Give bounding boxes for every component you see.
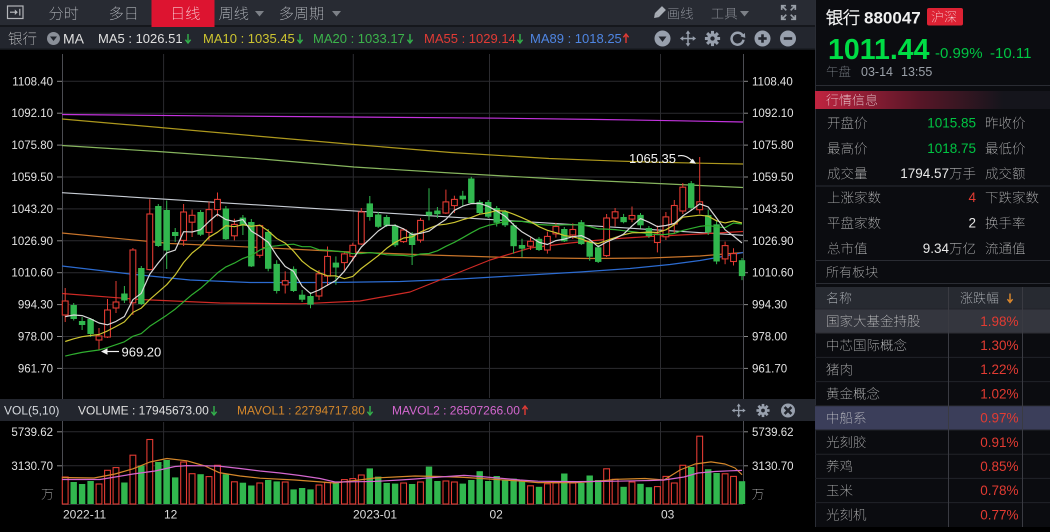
svg-text:880047: 880047 xyxy=(864,8,921,27)
svg-text:-10.11: -10.11 xyxy=(990,45,1031,62)
svg-text:MA: MA xyxy=(63,30,85,46)
svg-text:1059.50: 1059.50 xyxy=(752,172,794,184)
svg-text:1.30%: 1.30% xyxy=(980,338,1018,353)
svg-text:1010.60: 1010.60 xyxy=(11,268,53,280)
svg-text:1065.35: 1065.35 xyxy=(629,151,676,166)
svg-text:961.70: 961.70 xyxy=(18,363,53,375)
svg-text:13:55: 13:55 xyxy=(901,65,932,79)
svg-text:1075.80: 1075.80 xyxy=(752,140,794,152)
svg-text:1075.80: 1075.80 xyxy=(11,140,53,152)
svg-text:1108.40: 1108.40 xyxy=(752,76,793,88)
svg-text:2022-11: 2022-11 xyxy=(63,508,106,522)
svg-text:1.22%: 1.22% xyxy=(980,362,1018,377)
svg-text:1092.10: 1092.10 xyxy=(11,108,53,120)
svg-text:MA89 : 1018.25: MA89 : 1018.25 xyxy=(530,31,622,46)
svg-text:VOL(5,10): VOL(5,10) xyxy=(4,404,59,418)
svg-text:VOLUME : 17945673.00: VOLUME : 17945673.00 xyxy=(78,404,209,418)
svg-text:02: 02 xyxy=(490,508,504,522)
svg-text:994.30: 994.30 xyxy=(18,300,53,312)
svg-text:978.00: 978.00 xyxy=(752,332,787,344)
svg-text:03-14: 03-14 xyxy=(861,65,893,79)
svg-text:1011.44: 1011.44 xyxy=(828,34,930,66)
svg-text:MA20 : 1033.17: MA20 : 1033.17 xyxy=(313,31,405,46)
svg-text:3130.70: 3130.70 xyxy=(752,461,794,473)
svg-text:1015.85: 1015.85 xyxy=(927,116,976,131)
svg-text:MA10 : 1035.45: MA10 : 1035.45 xyxy=(203,31,295,46)
svg-text:2023-01: 2023-01 xyxy=(353,508,397,522)
svg-text:1010.60: 1010.60 xyxy=(752,268,794,280)
svg-text:5739.62: 5739.62 xyxy=(752,427,794,439)
svg-text:MA5 : 1026.51: MA5 : 1026.51 xyxy=(98,31,183,46)
svg-text:9.34: 9.34 xyxy=(923,241,950,256)
svg-text:MA55 : 1029.14: MA55 : 1029.14 xyxy=(424,31,516,46)
svg-text:2: 2 xyxy=(968,216,976,231)
svg-text:994.30: 994.30 xyxy=(752,300,787,312)
svg-text:0.85%: 0.85% xyxy=(980,459,1018,474)
svg-text:-0.99%: -0.99% xyxy=(935,45,983,62)
svg-text:1026.90: 1026.90 xyxy=(752,236,794,248)
svg-text:969.20: 969.20 xyxy=(122,345,162,360)
svg-text:MAVOL2 : 26507266.00: MAVOL2 : 26507266.00 xyxy=(392,404,520,418)
svg-text:1.98%: 1.98% xyxy=(980,314,1018,329)
svg-text:0.91%: 0.91% xyxy=(980,435,1018,450)
svg-text:12: 12 xyxy=(164,508,178,522)
svg-text:MAVOL1 : 22794717.80: MAVOL1 : 22794717.80 xyxy=(237,404,365,418)
svg-text:978.00: 978.00 xyxy=(18,332,53,344)
svg-text:1108.40: 1108.40 xyxy=(12,76,53,88)
svg-text:1018.75: 1018.75 xyxy=(927,141,976,156)
svg-text:03: 03 xyxy=(661,508,675,522)
svg-text:1.02%: 1.02% xyxy=(980,386,1018,401)
svg-text:1794.57: 1794.57 xyxy=(900,166,949,181)
svg-text:0.97%: 0.97% xyxy=(980,411,1018,426)
svg-text:1043.20: 1043.20 xyxy=(752,204,794,216)
svg-text:4: 4 xyxy=(968,190,976,205)
svg-text:1092.10: 1092.10 xyxy=(752,108,794,120)
svg-text:1026.90: 1026.90 xyxy=(11,236,53,248)
svg-text:3130.70: 3130.70 xyxy=(11,461,53,473)
svg-text:0.78%: 0.78% xyxy=(980,483,1018,498)
svg-text:1043.20: 1043.20 xyxy=(11,204,53,216)
svg-text:1059.50: 1059.50 xyxy=(11,172,53,184)
svg-text:961.70: 961.70 xyxy=(752,363,787,375)
svg-text:5739.62: 5739.62 xyxy=(11,427,53,439)
svg-text:0.77%: 0.77% xyxy=(980,507,1018,522)
